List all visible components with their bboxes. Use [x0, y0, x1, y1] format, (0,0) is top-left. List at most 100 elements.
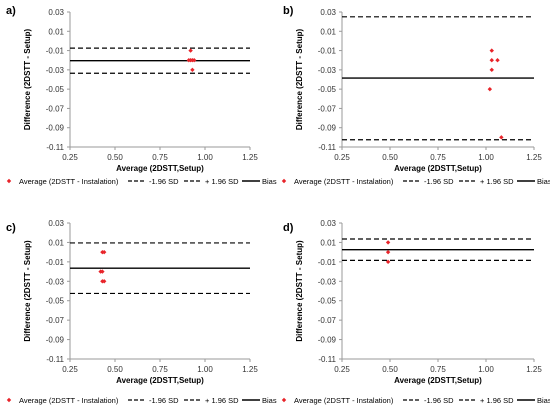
- y-axis-title: Difference (2DSTT - Setup): [295, 240, 304, 342]
- x-tick-label: 0.25: [334, 365, 350, 374]
- y-tick-label: -0.07: [46, 316, 65, 325]
- legend-label-lower-sd: -1.96 SD: [149, 177, 179, 186]
- y-tick-label: 0.03: [320, 219, 336, 228]
- y-tick-label: -0.05: [318, 85, 337, 94]
- x-axis-title: Average (2DSTT,Setup): [394, 376, 482, 385]
- y-tick-label: -0.09: [46, 336, 65, 345]
- legend-label-points: Average (2DSTT - Instalation): [294, 177, 394, 186]
- y-tick-label: -0.03: [46, 66, 65, 75]
- legend-marker-points: [6, 397, 12, 403]
- x-axis-title: Average (2DSTT,Setup): [116, 376, 204, 385]
- y-tick-label: -0.07: [318, 316, 337, 325]
- x-tick-label: 1.25: [242, 365, 258, 374]
- y-tick-label: -0.01: [318, 47, 337, 56]
- x-tick-label: 1.00: [197, 153, 213, 162]
- x-tick-label: 0.75: [430, 153, 446, 162]
- data-point: [495, 58, 500, 63]
- y-tick-label: -0.03: [318, 66, 337, 75]
- x-tick-label: 0.25: [62, 153, 78, 162]
- chart-panel-3: c) 0.03 0.01 -0.01 -0.03 -0.05 -0.07 -0.09 -0.11…: [6, 219, 277, 405]
- x-tick-label: 0.50: [107, 365, 123, 374]
- legend-label-upper-sd: + 1.96 SD: [480, 396, 514, 405]
- x-tick-label: 0.50: [107, 153, 123, 162]
- y-tick-label: -0.05: [46, 297, 65, 306]
- x-tick-label: 0.50: [382, 365, 398, 374]
- data-point: [385, 240, 391, 245]
- legend-label-upper-sd: + 1.96 SD: [205, 177, 239, 186]
- legend-label-points: Average (2DSTT - Instalation): [19, 177, 119, 186]
- x-tick-label: 1.00: [478, 153, 494, 162]
- legend-label-bias: Bias: [537, 396, 550, 405]
- legend-label-lower-sd: -1.96 SD: [424, 177, 454, 186]
- data-point: [385, 249, 391, 255]
- chart-panel-1: a) 0.03 0.01 -0.01 -0.03 -0.05 -0.07 -0.09 -0.11…: [6, 5, 277, 186]
- data-point: [499, 135, 504, 140]
- panel-label: b): [283, 5, 294, 17]
- y-tick-label: -0.03: [46, 277, 65, 286]
- y-axis-title: Difference (2DSTT - Setup): [23, 28, 32, 130]
- legend-label-bias: Bias: [262, 396, 277, 405]
- x-tick-label: 1.25: [242, 153, 258, 162]
- x-tick-label: 1.00: [197, 365, 213, 374]
- panel-label: d): [283, 222, 294, 234]
- y-tick-label: -0.11: [318, 355, 336, 364]
- data-point: [385, 259, 391, 265]
- legend-label-points: Average (2DSTT - Instalation): [19, 396, 119, 405]
- y-tick-label: -0.09: [318, 124, 337, 133]
- y-tick-label: -0.11: [318, 143, 336, 152]
- y-tick-label: -0.05: [318, 297, 337, 306]
- legend-label-upper-sd: + 1.96 SD: [205, 396, 239, 405]
- x-tick-label: 0.50: [382, 153, 398, 162]
- data-point: [487, 86, 493, 92]
- x-axis-title: Average (2DSTT,Setup): [116, 164, 204, 173]
- legend-label-points: Average (2DSTT - Instalation): [294, 396, 394, 405]
- data-point: [100, 269, 105, 274]
- y-axis-title: Difference (2DSTT - Setup): [295, 28, 304, 130]
- x-tick-label: 1.00: [478, 365, 494, 374]
- y-tick-label: -0.09: [46, 124, 65, 133]
- y-tick-label: -0.11: [46, 143, 64, 152]
- legend-marker-points: [6, 178, 12, 184]
- y-tick-label: 0.03: [48, 219, 64, 228]
- y-axis-title: Difference (2DSTT - Setup): [23, 240, 32, 342]
- legend-label-upper-sd: + 1.96 SD: [480, 177, 514, 186]
- x-axis-title: Average (2DSTT,Setup): [394, 164, 482, 173]
- x-tick-label: 1.25: [526, 153, 542, 162]
- y-tick-label: 0.03: [48, 8, 64, 17]
- y-tick-label: 0.01: [48, 238, 64, 247]
- data-point: [190, 67, 195, 73]
- y-tick-label: -0.11: [46, 355, 64, 364]
- y-tick-label: -0.01: [46, 47, 65, 56]
- data-point: [489, 67, 494, 73]
- y-tick-label: -0.03: [318, 277, 337, 286]
- data-point: [102, 279, 107, 284]
- y-tick-label: 0.01: [320, 27, 336, 36]
- chart-panel-2: b) 0.03 0.01 -0.01 -0.03 -0.05 -0.07 -0.09 -0.11…: [281, 5, 550, 186]
- data-point: [102, 249, 107, 255]
- y-tick-label: 0.01: [48, 27, 64, 36]
- legend-marker-points: [281, 397, 287, 403]
- y-tick-label: 0.03: [320, 8, 336, 17]
- x-tick-label: 1.25: [526, 365, 542, 374]
- legend-label-lower-sd: -1.96 SD: [424, 396, 454, 405]
- legend-marker-points: [281, 178, 287, 184]
- x-tick-label: 0.75: [430, 365, 446, 374]
- chart-panel-4: d) 0.03 0.01 -0.01 -0.03 -0.05 -0.07 -0.09 -0.11…: [281, 219, 550, 405]
- y-tick-label: -0.07: [318, 104, 337, 113]
- x-tick-label: 0.25: [334, 153, 350, 162]
- y-tick-label: -0.05: [46, 85, 65, 94]
- y-tick-label: -0.07: [46, 104, 65, 113]
- panel-label: a): [6, 5, 16, 17]
- legend-label-bias: Bias: [262, 177, 277, 186]
- x-tick-label: 0.75: [152, 153, 168, 162]
- data-point: [188, 48, 193, 53]
- panel-label: c): [6, 222, 16, 234]
- y-tick-label: -0.09: [318, 336, 337, 345]
- y-tick-label: -0.01: [46, 258, 65, 267]
- x-tick-label: 0.75: [152, 365, 168, 374]
- x-tick-label: 0.25: [62, 365, 78, 374]
- y-tick-label: 0.01: [320, 238, 336, 247]
- legend-label-bias: Bias: [537, 177, 550, 186]
- data-point: [489, 58, 494, 63]
